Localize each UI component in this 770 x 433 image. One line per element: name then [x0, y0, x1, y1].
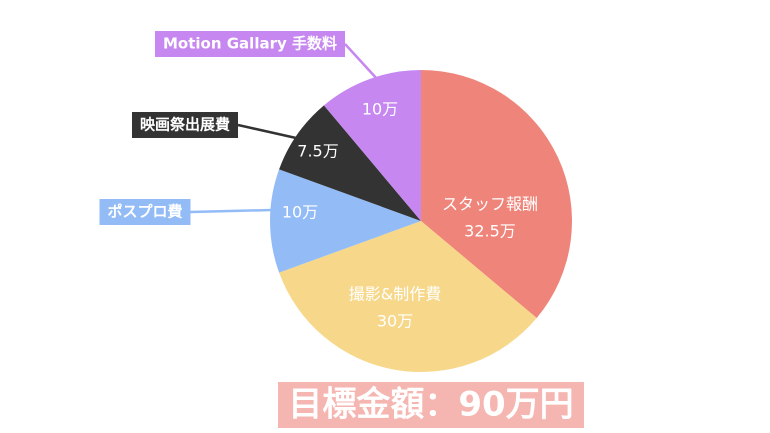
category-label-background	[99, 199, 191, 225]
value-label: 7.5万	[297, 142, 338, 161]
pie-slice	[279, 221, 537, 372]
value-label: 32.5万	[464, 222, 516, 241]
category-label: 撮影&制作費	[349, 285, 441, 304]
callout-line	[344, 43, 379, 81]
pie-slice	[421, 70, 573, 319]
category-label: Motion Gallary 手数料	[163, 35, 337, 53]
category-label-background	[131, 112, 239, 138]
callout-line	[190, 208, 273, 214]
category-label: 映画祭出展費	[140, 116, 230, 134]
value-label: 30万	[377, 312, 413, 331]
category-label-background	[155, 31, 345, 57]
pie-slice	[323, 70, 421, 221]
value-label: 10万	[362, 100, 398, 119]
pie-slice	[270, 169, 421, 273]
category-label: ポスプロ費	[107, 203, 182, 221]
chart-title: 目標金額：90万円	[288, 385, 573, 425]
value-label: 10万	[282, 203, 318, 222]
category-label: スタッフ報酬	[442, 195, 538, 214]
title-background	[278, 382, 584, 428]
pie-slice	[279, 105, 421, 221]
callout-line	[237, 123, 306, 142]
